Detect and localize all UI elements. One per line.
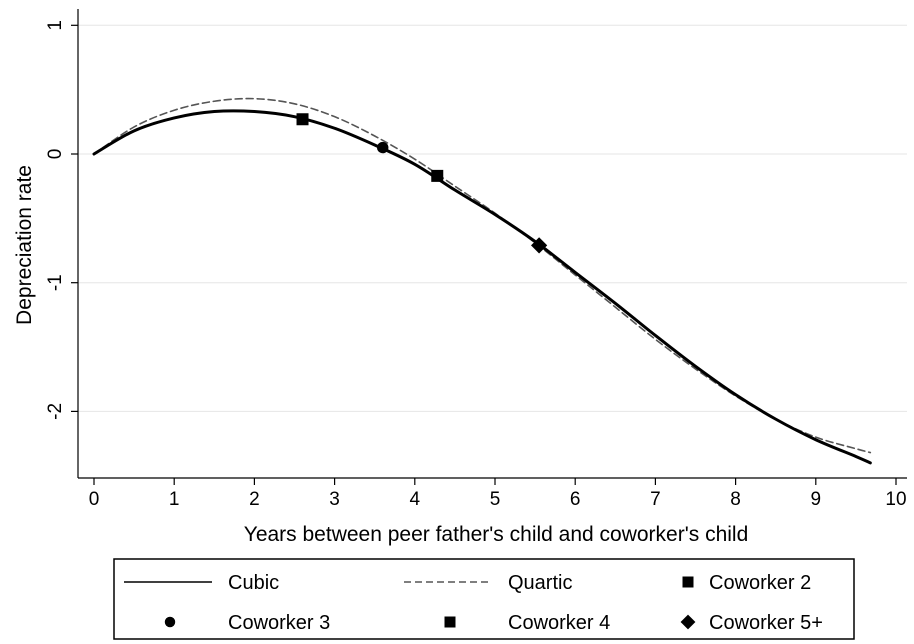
x-tick-label: 10 (885, 489, 906, 510)
y-axis-title: Depreciation rate (13, 165, 36, 325)
axes: 10-1-20 1 2 3 4 5 6 7 8 9 10 (45, 9, 907, 510)
y-tick-label: -2 (45, 403, 66, 420)
marker-coworker-3 (377, 141, 389, 154)
marker-coworker-5 (531, 237, 548, 254)
x-tick-label: 8 (730, 489, 741, 510)
y-tick-label: -1 (45, 274, 66, 291)
legend-label-coworker-5: Coworker 5+ (709, 612, 823, 634)
x-tick-label: 5 (490, 489, 501, 510)
x-tick-label: 1 (169, 489, 180, 510)
legend-label-coworker-2: Coworker 2 (709, 572, 811, 594)
x-tick-label: 3 (329, 489, 340, 510)
y-tick-label: 1 (45, 20, 66, 31)
legend-key-coworker-2 (682, 576, 694, 588)
grid-lines (78, 24, 907, 412)
legend-key-coworker-5 (680, 614, 696, 630)
series-group (92, 97, 872, 465)
legend-box (113, 558, 855, 640)
legend-key-coworker-3 (164, 616, 176, 628)
x-tick-label: 4 (410, 489, 421, 510)
legend-label-cubic: Cubic (228, 572, 279, 594)
plot-area (78, 9, 907, 478)
legend-label-coworker-4: Coworker 4 (508, 612, 610, 634)
legend-label-coworker-3: Coworker 3 (228, 612, 330, 634)
legend: Cubic Quartic Coworker 2 Coworker 3 Coworker… (124, 572, 823, 634)
marker-coworker-4 (431, 169, 444, 182)
x-tick-label: 2 (249, 489, 260, 510)
series-line-cubic (92, 109, 872, 465)
y-tick-label: 0 (45, 149, 66, 160)
legend-label-quartic: Quartic (508, 572, 572, 594)
x-tick-label: 0 (89, 489, 100, 510)
legend-key-coworker-4 (444, 616, 456, 628)
x-tick-label: 6 (570, 489, 581, 510)
x-axis-title: Years between peer father's child and co… (244, 523, 749, 546)
marker-coworker-2 (296, 113, 309, 126)
x-tick-label: 9 (811, 489, 822, 510)
x-tick-label: 7 (650, 489, 661, 510)
